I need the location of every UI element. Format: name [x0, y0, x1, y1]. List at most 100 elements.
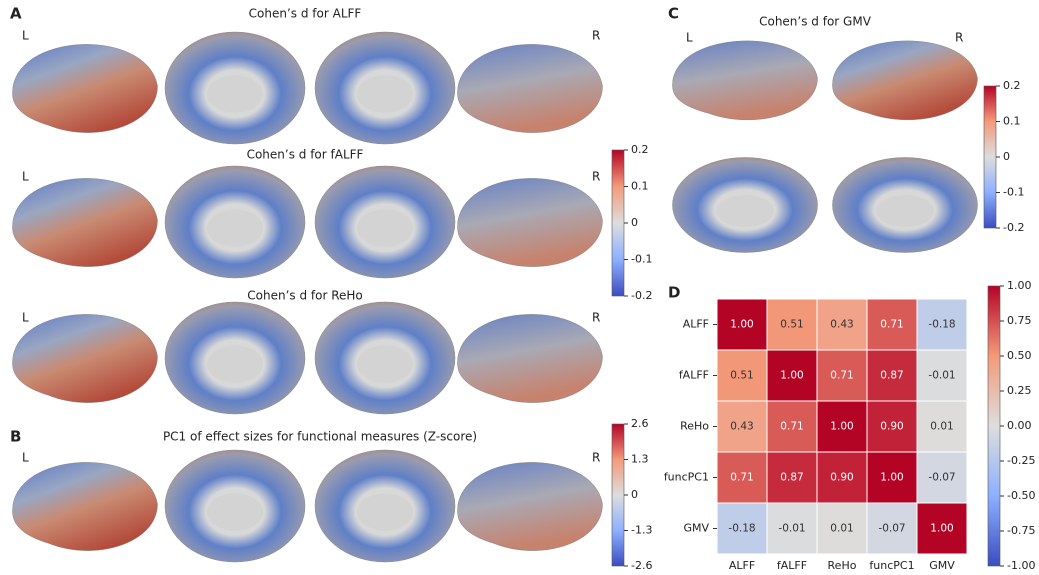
colorbar-tick-label: -0.2: [631, 289, 652, 302]
cell-label: 0.90: [830, 472, 853, 484]
y-tick-label: fALFF: [679, 369, 709, 382]
colorbar-tick-label: 1.00: [1007, 279, 1032, 292]
heatmap-cell: [716, 298, 768, 351]
cell-label: 0.71: [730, 472, 753, 484]
colorbar-tick-label: 1.3: [631, 453, 649, 466]
colorbar: [611, 149, 625, 297]
cell-label: 0.71: [830, 370, 853, 382]
heatmap-cell: [766, 400, 818, 453]
heatmap-cell: [916, 298, 968, 351]
panel-label: D: [668, 284, 680, 302]
panel-label: B: [10, 428, 21, 446]
panel-title: PC1 of effect sizes for functional measu…: [163, 430, 477, 444]
colorbar-tick-label: -0.75: [1007, 524, 1035, 537]
cell-label: 1.00: [730, 319, 753, 331]
brain-lateral: [457, 462, 603, 551]
heatmap-cell: [866, 451, 918, 504]
cell-label: 0.01: [830, 523, 853, 535]
heatmap-cell: [816, 502, 868, 555]
panel-title: Cohen’s d for ALFF: [249, 7, 362, 21]
colorbar-tick-label: 0.00: [1007, 419, 1032, 432]
colorbar-tick-label: 0: [631, 488, 638, 501]
cell-label: 0.43: [830, 319, 853, 331]
heatmap-cell: [916, 349, 968, 402]
brain-core: [357, 493, 413, 531]
colorbar-tick-label: -0.1: [1003, 186, 1024, 199]
cell-label: 0.51: [780, 319, 803, 331]
brain-lateral: [832, 40, 978, 120]
colorbar-tick-label: 0.75: [1007, 314, 1032, 327]
brain-core: [207, 493, 263, 531]
cell-label: 0.71: [880, 319, 903, 331]
cell-label: 0.90: [880, 421, 903, 433]
cell-label: -0.07: [928, 472, 955, 484]
hemisphere-label: R: [592, 170, 600, 184]
panel-title: Cohen’s d for GMV: [759, 15, 872, 29]
colorbar-tick-label: -0.1: [631, 253, 652, 266]
cell-label: -0.01: [928, 370, 955, 382]
heatmap-cell: [816, 451, 868, 504]
colorbar-tick-label: -0.25: [1007, 454, 1035, 467]
hemisphere-label: L: [22, 170, 29, 184]
brain-lateral: [12, 462, 158, 551]
panel-label: C: [668, 5, 679, 23]
brain-core: [876, 195, 934, 227]
hemisphere-label: L: [686, 31, 693, 45]
hemisphere-label: R: [592, 29, 600, 43]
cell-label: 1.00: [930, 523, 953, 535]
cell-label: 0.51: [730, 370, 753, 382]
hemisphere-label: R: [955, 31, 963, 45]
x-tick-label: fALFF: [777, 559, 807, 572]
colorbar: [611, 423, 625, 567]
heatmap-cell: [716, 502, 768, 555]
heatmap-cell: [766, 451, 818, 504]
y-tick-label: GMV: [683, 522, 709, 535]
cell-label: -0.18: [928, 319, 955, 331]
colorbar-tick-label: 0.1: [1003, 115, 1021, 128]
x-tick-label: GMV: [929, 559, 955, 572]
colorbar-tick-label: 0: [1003, 150, 1010, 163]
colorbar-tick-label: 0.25: [1007, 384, 1032, 397]
brain-lateral: [672, 40, 818, 120]
colorbar-tick-label: -0.2: [1003, 221, 1024, 234]
colorbar-tick-label: 0.2: [631, 143, 649, 156]
y-tick-label: ReHo: [680, 420, 709, 433]
cell-label: 1.00: [780, 370, 803, 382]
colorbar-tick-label: 0: [631, 216, 638, 229]
heatmap-cell: [866, 502, 918, 555]
cell-label: 1.00: [880, 472, 903, 484]
brain-lateral: [12, 314, 158, 403]
x-tick-label: ALFF: [729, 559, 755, 572]
panel-title: Cohen’s d for fALFF: [247, 148, 364, 162]
brain-lateral: [457, 44, 603, 133]
heatmap-cell: [866, 400, 918, 453]
cell-label: 0.01: [930, 421, 953, 433]
cell-label: -0.01: [778, 523, 805, 535]
hemisphere-label: L: [22, 29, 29, 43]
heatmap-cell: [766, 298, 818, 351]
heatmap-cell: [816, 298, 868, 351]
brain-core: [207, 75, 263, 113]
colorbar-tick-label: -1.3: [631, 524, 652, 537]
brain-core: [357, 209, 413, 247]
x-tick-label: ReHo: [828, 559, 857, 572]
hemisphere-label: R: [592, 451, 600, 465]
colorbar-tick-label: -0.50: [1007, 489, 1035, 502]
x-tick-label: funcPC1: [869, 559, 914, 572]
cell-label: 0.43: [730, 421, 753, 433]
brain-core: [207, 209, 263, 247]
cell-label: -0.18: [728, 523, 755, 535]
heatmap-cell: [866, 349, 918, 402]
brain-core: [357, 345, 413, 383]
heatmap-cell: [916, 400, 968, 453]
heatmap-cell: [866, 298, 918, 351]
brain-core: [716, 195, 774, 227]
colorbar-tick-label: 2.6: [631, 417, 649, 430]
panel-title: Cohen’s d for ReHo: [247, 289, 363, 303]
panel-label: A: [10, 5, 22, 23]
colorbar-tick-label: -2.6: [631, 559, 652, 572]
cell-label: -0.07: [878, 523, 905, 535]
cell-label: 0.87: [780, 472, 803, 484]
y-tick-label: ALFF: [683, 318, 709, 331]
